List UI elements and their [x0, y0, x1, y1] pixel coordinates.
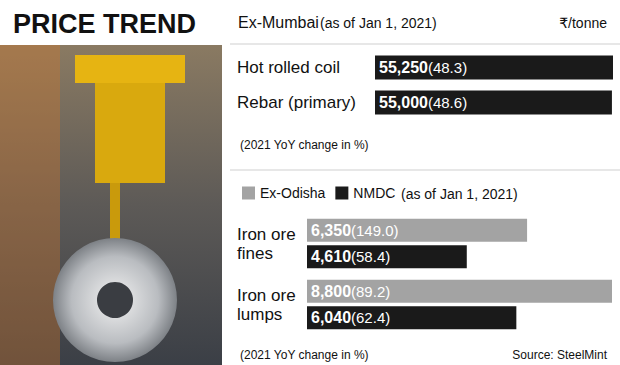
svg-text:55,000: 55,000: [379, 94, 428, 111]
svg-text:6,350: 6,350: [311, 222, 351, 239]
svg-text:₹/tonne: ₹/tonne: [559, 15, 607, 31]
svg-text:4,610: 4,610: [311, 248, 351, 265]
svg-text:Iron ore: Iron ore: [237, 286, 300, 305]
svg-text:(as of Jan 1, 2021): (as of Jan 1, 2021): [320, 15, 437, 31]
svg-text:Rebar (primary): Rebar (primary): [237, 93, 356, 112]
svg-text:8,800: 8,800: [311, 283, 351, 300]
svg-text:Source: SteelMint: Source: SteelMint: [512, 348, 607, 362]
svg-text:Iron ore: Iron ore: [237, 225, 300, 244]
svg-text:(62.4): (62.4): [351, 309, 390, 326]
svg-text:(48.6): (48.6): [428, 94, 467, 111]
svg-text:Ex-Odisha: Ex-Odisha: [260, 185, 326, 201]
svg-text:Hot rolled coil: Hot rolled coil: [237, 58, 340, 77]
svg-text:Ex-Mumbai: Ex-Mumbai: [238, 14, 319, 31]
svg-text:fines: fines: [237, 244, 273, 263]
svg-text:PRICE TREND: PRICE TREND: [13, 9, 196, 39]
svg-text:6,040: 6,040: [311, 309, 351, 326]
svg-text:(48.3): (48.3): [428, 59, 467, 76]
svg-text:(as of Jan 1, 2021): (as of Jan 1, 2021): [401, 186, 518, 202]
svg-text:(58.4): (58.4): [351, 248, 390, 265]
svg-text:(2021 YoY change in %): (2021 YoY change in %): [240, 348, 369, 362]
svg-text:NMDC: NMDC: [353, 185, 395, 201]
svg-text:(89.2): (89.2): [351, 283, 390, 300]
svg-text:lumps: lumps: [237, 305, 282, 324]
svg-text:(2021 YoY change in %): (2021 YoY change in %): [240, 138, 369, 152]
svg-text:55,250: 55,250: [379, 59, 428, 76]
svg-text:(149.0): (149.0): [351, 222, 399, 239]
